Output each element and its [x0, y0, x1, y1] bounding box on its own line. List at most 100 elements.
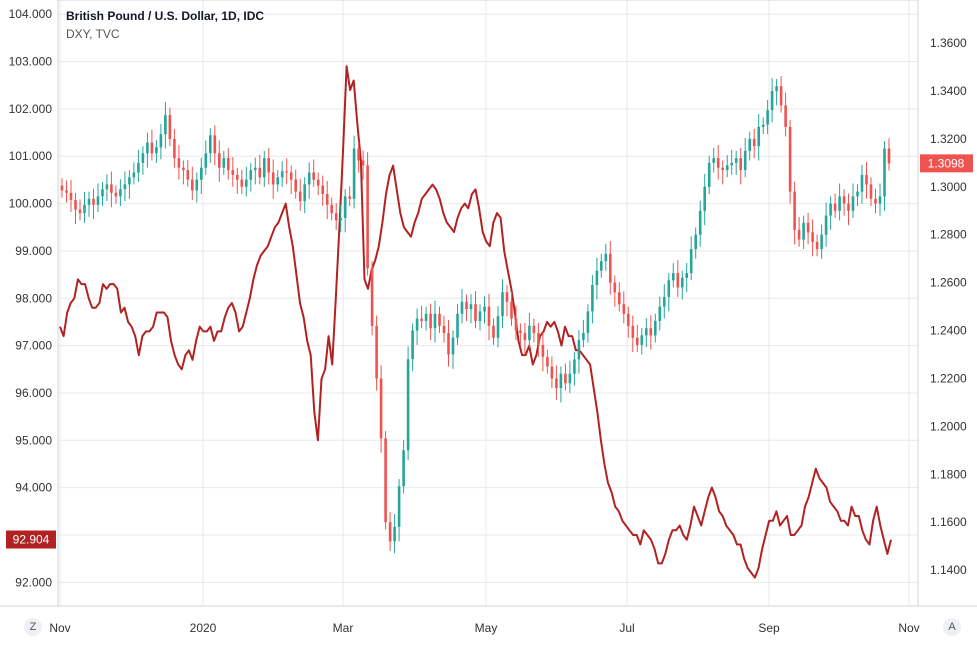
candle [424, 306, 428, 331]
candle-body [96, 196, 100, 205]
candle-body [263, 158, 266, 178]
dxy-last-value-tag [6, 530, 56, 549]
candle [69, 179, 73, 212]
candle [784, 92, 787, 137]
auto-scale-button[interactable]: A [943, 618, 961, 636]
candle-body [510, 301, 513, 319]
candle-body [325, 194, 329, 205]
candle-body [177, 158, 181, 168]
candle-body [770, 91, 774, 111]
candle-body [716, 158, 720, 168]
candle [236, 167, 239, 194]
candle-body [231, 170, 235, 175]
candle [869, 177, 873, 206]
left-tick-label: 100.000 [9, 197, 53, 211]
candle-body [393, 527, 396, 542]
candle [195, 172, 199, 203]
left-tick-label: 97.000 [15, 339, 52, 353]
candle-body [676, 273, 680, 288]
candle-body [267, 158, 270, 173]
candle [402, 440, 405, 494]
candle [528, 312, 531, 348]
candle [878, 183, 882, 216]
candle-body [420, 318, 423, 321]
left-tick-label: 95.000 [15, 433, 52, 447]
candle [757, 114, 760, 161]
candle [829, 196, 832, 230]
candle [132, 162, 136, 185]
right-tick-label: 1.2000 [930, 419, 967, 433]
right-tick-label: 1.1800 [930, 467, 967, 481]
candle [406, 346, 410, 460]
candle-body [874, 198, 877, 204]
candle [141, 146, 145, 175]
candle [375, 315, 378, 391]
candle-body [883, 148, 886, 197]
candle-body [748, 138, 751, 151]
candle-body [159, 134, 163, 148]
candle [227, 148, 230, 180]
x-tick-label: 2020 [190, 621, 217, 635]
candle-body [743, 150, 747, 171]
right-tick-label: 1.2800 [930, 228, 967, 242]
candle-body [568, 373, 572, 384]
candle [568, 360, 572, 393]
candle [734, 150, 738, 175]
gbpusd-series [60, 76, 891, 554]
candle [249, 162, 253, 192]
left-tick-label: 104.000 [9, 7, 53, 21]
left-tick-label: 103.000 [9, 55, 53, 69]
candle-body [375, 325, 378, 379]
candle-body [442, 325, 446, 333]
candle-body [573, 359, 576, 374]
candle [146, 132, 149, 168]
candle [743, 138, 747, 178]
right-tick-label: 1.3000 [930, 180, 967, 194]
candle-body [456, 313, 459, 338]
candle-body [258, 167, 262, 178]
candle [150, 129, 154, 161]
candle-body [847, 203, 850, 211]
candle-body [447, 332, 450, 355]
candle-body [227, 158, 230, 171]
candle-body [811, 232, 814, 242]
candle-body [734, 158, 738, 163]
candle-body [559, 373, 563, 389]
candle-body [240, 179, 244, 187]
candle [748, 131, 751, 161]
candle [654, 313, 657, 343]
candle [83, 191, 86, 223]
candle [541, 332, 545, 372]
candle [155, 140, 158, 163]
candle [101, 182, 104, 206]
candle [842, 189, 846, 216]
dxy-series [59, 65, 892, 579]
candle-body [505, 292, 509, 302]
candle-body [537, 332, 540, 345]
candle-body [83, 204, 86, 214]
candle-body [707, 162, 711, 187]
candle-body [694, 234, 697, 250]
candle [474, 291, 477, 329]
candle [586, 304, 590, 343]
candle [860, 164, 864, 204]
candle-body [820, 234, 823, 250]
zoom-button[interactable]: Z [24, 618, 42, 636]
candle-body [739, 158, 742, 171]
candle-body [65, 190, 68, 193]
dxy-last-value-text: 92.904 [13, 533, 50, 547]
candle-body [766, 110, 769, 125]
candle [640, 328, 644, 355]
candle [707, 155, 711, 194]
candle [600, 253, 603, 278]
candle-body [451, 337, 455, 355]
candle-body [123, 184, 127, 190]
candle-body [334, 213, 338, 221]
candle [65, 180, 68, 203]
candle [204, 140, 208, 175]
candle [267, 148, 270, 185]
candle [833, 193, 837, 218]
candle-body [303, 184, 306, 202]
